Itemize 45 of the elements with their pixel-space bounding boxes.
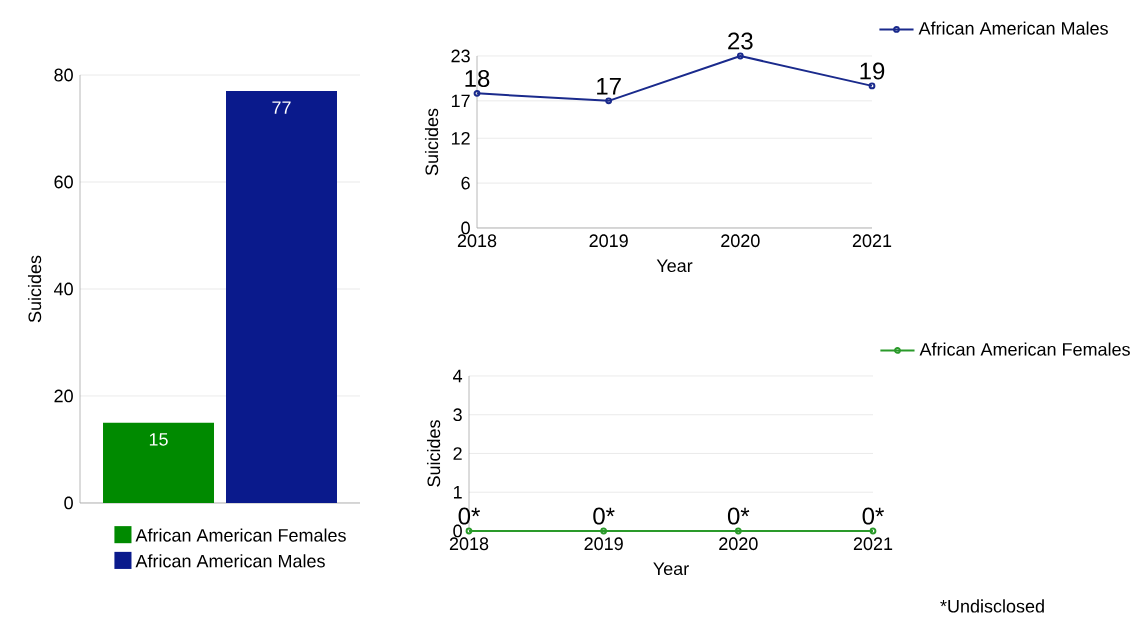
y-tick-label: 20 (54, 389, 73, 403)
legend-label: African American Males (918, 21, 1108, 35)
y-tick-label: 0 (453, 524, 462, 538)
y-tick-label: 0 (461, 221, 470, 235)
x-tick-label: 2019 (589, 234, 628, 248)
legend-label: African American Females (135, 528, 346, 542)
x-tick-label: 2019 (584, 537, 623, 551)
data-label: 0* (458, 507, 480, 525)
legend-label: African American Males (135, 554, 325, 568)
data-label: 15 (149, 433, 168, 446)
data-label: 18 (465, 70, 490, 88)
y-tick-label: 80 (54, 68, 73, 82)
data-label: 19 (860, 62, 885, 80)
y-axis-title: Suicides (27, 255, 42, 323)
y-tick-label: 60 (54, 175, 73, 189)
y-tick-label: 12 (451, 132, 470, 145)
x-tick-label: 2021 (853, 537, 893, 551)
point (605, 97, 613, 105)
y-tick-label: 23 (451, 49, 470, 63)
x-axis-title: Year (656, 259, 693, 273)
x-tick-label: 2018 (449, 537, 489, 551)
point (736, 52, 744, 60)
y-axis-title: Suicides (424, 108, 439, 176)
y-tick-label: 2 (453, 447, 462, 460)
data-label: 0* (862, 507, 884, 525)
y-tick-label: 1 (453, 486, 462, 499)
y-axis-title: Suicides (426, 420, 441, 487)
data-label: 17 (597, 78, 621, 95)
data-label: 23 (728, 32, 753, 50)
legend-label: African American Females (919, 342, 1130, 356)
text: *Undisclosed (940, 599, 1044, 613)
y-tick-label: 0 (64, 496, 73, 510)
data-label: 0* (593, 507, 615, 525)
y-tick-label: 40 (54, 282, 73, 296)
x-tick-label: 2020 (721, 234, 760, 248)
data-label: 77 (272, 101, 291, 115)
y-tick-label: 4 (453, 369, 463, 383)
data-label: 0* (727, 507, 750, 525)
x-tick-label: 2021 (852, 234, 892, 248)
x-tick-label: 2018 (457, 234, 497, 248)
x-tick-label: 2020 (719, 537, 758, 551)
y-tick-label: 6 (461, 176, 470, 190)
y-tick-label: 3 (453, 408, 462, 422)
y-tick-label: 17 (451, 94, 470, 108)
x-axis-title: Year (653, 562, 689, 576)
